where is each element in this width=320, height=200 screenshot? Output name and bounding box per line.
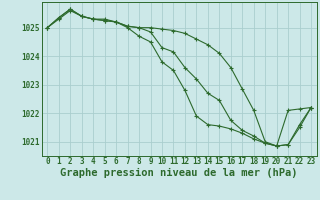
X-axis label: Graphe pression niveau de la mer (hPa): Graphe pression niveau de la mer (hPa) (60, 168, 298, 178)
